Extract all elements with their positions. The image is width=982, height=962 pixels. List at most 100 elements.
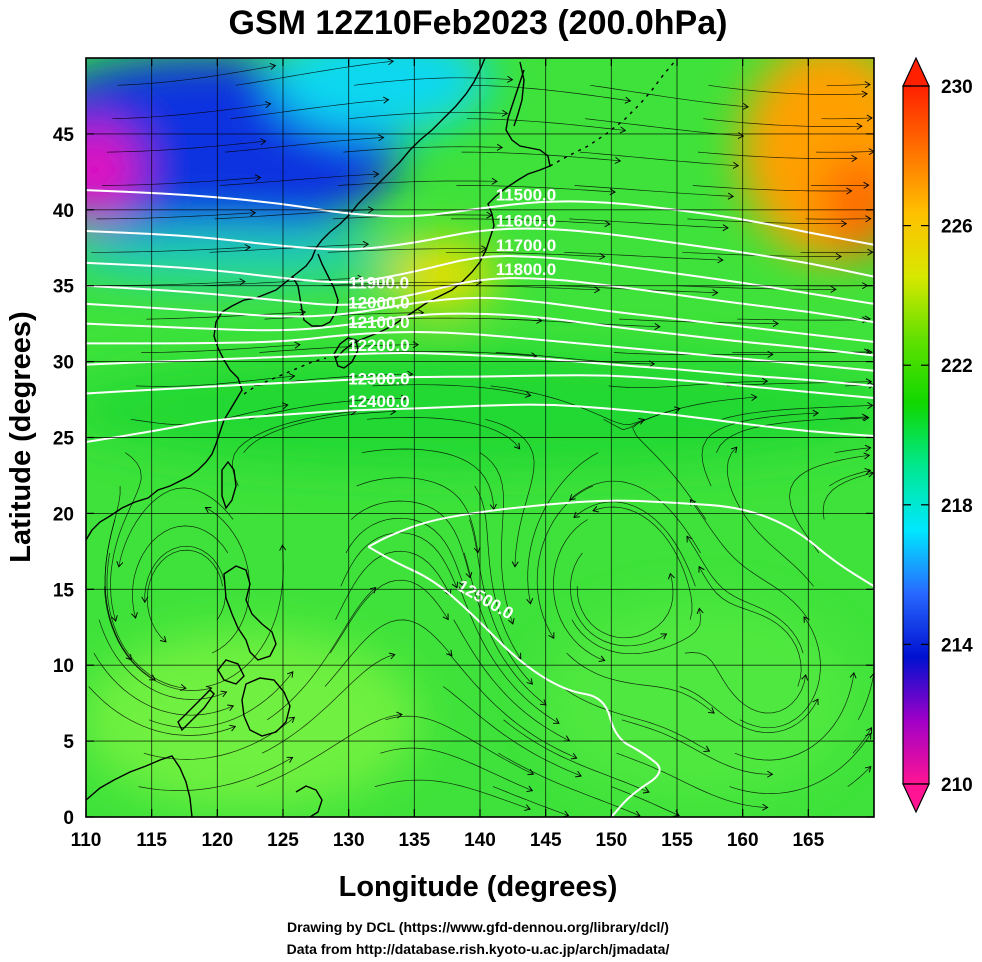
streamline-arrowhead xyxy=(642,787,650,794)
y-tick-label: 20 xyxy=(53,504,74,525)
colorbar-tick-label: 226 xyxy=(941,217,973,238)
contour-line xyxy=(86,296,874,343)
streamline xyxy=(146,311,306,320)
streamline xyxy=(729,733,872,794)
streamline xyxy=(101,177,261,186)
contour-line xyxy=(86,351,874,387)
streamline-arrowhead xyxy=(868,148,874,156)
streamline-arrowhead xyxy=(548,632,555,640)
streamline xyxy=(826,84,871,86)
streamline xyxy=(570,552,667,647)
coast-japan xyxy=(335,69,551,359)
streamline xyxy=(88,686,236,736)
streamline-arrowhead xyxy=(846,187,853,195)
credit-data: Data from http://database.rish.kyoto-u.a… xyxy=(287,941,670,957)
contour-line xyxy=(86,403,874,444)
streamline-arrowhead xyxy=(708,707,715,714)
y-tick-label: 5 xyxy=(63,732,74,753)
contour-label: 11800.0 xyxy=(496,260,557,279)
streamline xyxy=(621,719,773,775)
streamline xyxy=(492,786,569,816)
streamline xyxy=(461,151,621,162)
contour-label: 12100.0 xyxy=(348,313,409,332)
streamline xyxy=(737,318,868,321)
colorbar-bottom-arrow xyxy=(902,783,930,814)
streamline xyxy=(679,686,819,733)
streamline-arrowhead xyxy=(667,572,675,580)
streamline xyxy=(692,185,852,192)
streamline-arrowhead xyxy=(489,503,497,511)
contour-line xyxy=(86,331,874,372)
x-tick-label: 120 xyxy=(201,830,233,851)
streamline-arrowhead xyxy=(849,671,857,679)
streamline xyxy=(448,652,577,759)
streamline-arrowhead xyxy=(624,96,632,104)
streamline xyxy=(456,185,616,193)
lime-region-east xyxy=(540,600,860,800)
streamline-arrowhead xyxy=(654,323,661,330)
streamline-arrowhead xyxy=(598,655,606,662)
streamlines xyxy=(86,58,874,817)
coast-sulawesi-north xyxy=(295,785,323,817)
colorbar-ticks: 210 214 218 222 226 230 xyxy=(903,77,973,796)
streamline-arrowhead xyxy=(459,580,466,588)
streamline-arrowhead xyxy=(867,402,874,410)
streamline xyxy=(343,146,503,153)
streamline-arrowhead xyxy=(387,58,395,66)
streamline xyxy=(472,84,631,102)
streamline xyxy=(490,385,645,425)
streamline-arrowhead xyxy=(727,192,735,200)
streamline-arrowhead xyxy=(294,341,301,349)
contour-line xyxy=(86,189,874,246)
streamline xyxy=(261,654,395,754)
coastlines xyxy=(86,58,677,817)
y-tick-label: 30 xyxy=(53,353,74,374)
streamline-arrowhead xyxy=(599,252,606,260)
streamline xyxy=(374,779,531,810)
streamline-arrowhead xyxy=(812,409,819,417)
streamline xyxy=(469,519,533,685)
streamline-arrowhead xyxy=(592,505,600,513)
streamline-arrowhead xyxy=(762,803,769,811)
x-axis-label: Longitude (degrees) xyxy=(339,871,618,903)
streamline xyxy=(104,486,132,661)
contour-line xyxy=(86,277,874,324)
contour-label: 11700.0 xyxy=(496,236,557,255)
streamline xyxy=(385,715,534,775)
contour-label: 12000.0 xyxy=(348,293,409,312)
streamline-arrowhead xyxy=(116,560,124,568)
streamline xyxy=(338,180,498,186)
streamline-arrowhead xyxy=(732,161,740,169)
streamline xyxy=(219,173,379,186)
streamline-arrowhead xyxy=(861,316,869,324)
streamline-arrowhead xyxy=(865,215,872,223)
x-tick-label: 135 xyxy=(398,830,430,851)
streamline-arrowhead xyxy=(526,678,533,685)
streamline xyxy=(93,652,234,716)
contour-line xyxy=(367,499,874,588)
streamline xyxy=(442,686,582,777)
streamline xyxy=(256,714,403,787)
streamline xyxy=(361,448,495,510)
streamline-arrowhead xyxy=(249,209,257,217)
streamline xyxy=(356,477,479,553)
contour-line xyxy=(86,374,874,400)
contour-label: 11900.0 xyxy=(349,274,410,293)
streamline xyxy=(590,84,749,108)
streamline xyxy=(148,671,294,729)
streamline xyxy=(204,277,364,287)
streamline xyxy=(330,579,449,654)
streamline xyxy=(822,472,874,520)
streamline xyxy=(377,351,537,357)
streamline-arrowhead xyxy=(866,114,873,122)
streamline xyxy=(327,248,487,253)
streamline xyxy=(498,752,641,817)
streamline xyxy=(834,447,871,454)
streamline-arrowhead xyxy=(638,418,646,425)
streamline xyxy=(527,452,599,604)
streamline xyxy=(708,84,868,95)
streamline xyxy=(821,117,873,120)
streamline-arrowhead xyxy=(569,493,576,501)
streamline xyxy=(536,485,594,639)
streamline xyxy=(698,566,802,687)
